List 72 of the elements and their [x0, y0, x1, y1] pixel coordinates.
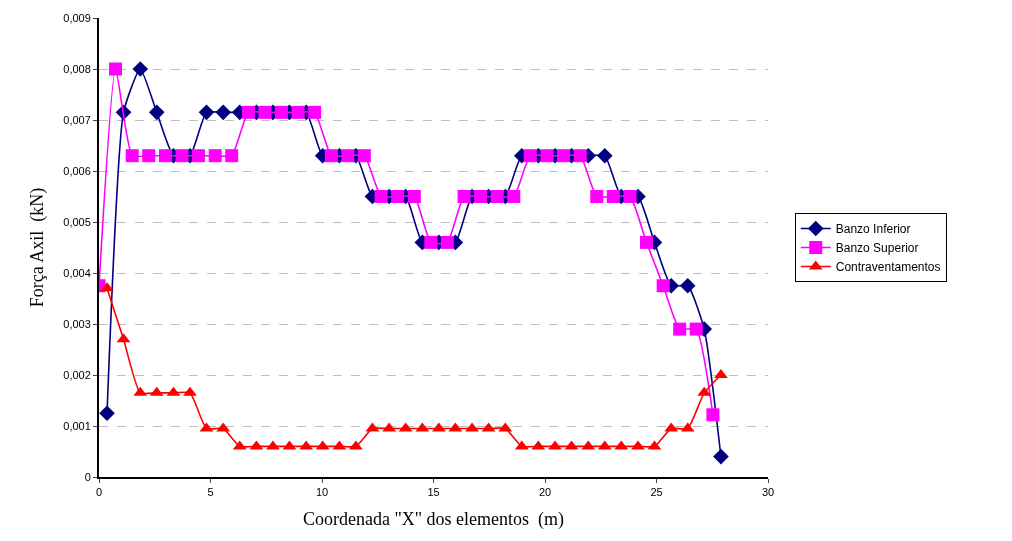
point [540, 149, 554, 163]
point [557, 149, 571, 163]
point [215, 104, 232, 121]
x-tick-label: 25 [650, 486, 663, 499]
x-tick-label: 5 [207, 486, 214, 499]
point [175, 149, 189, 163]
y-tick-label: 0 [84, 470, 91, 483]
point [631, 440, 645, 450]
y-tick-label: 0,006 [63, 164, 91, 177]
point [158, 149, 172, 163]
point [198, 104, 215, 121]
y-tick-label: 0,005 [63, 215, 91, 228]
point [308, 105, 322, 119]
point [523, 149, 537, 163]
point [266, 440, 280, 450]
point [132, 61, 149, 77]
legend-label: Contraventamentos [835, 260, 941, 275]
point [291, 105, 305, 119]
point [548, 440, 562, 450]
x-tick-label: 10 [315, 486, 329, 499]
point [148, 104, 165, 121]
point [706, 408, 720, 422]
point [490, 190, 504, 203]
y-axis-title: Força Axil (kN) [26, 187, 48, 308]
point [109, 62, 122, 76]
point [639, 235, 653, 249]
point [208, 149, 222, 163]
point [407, 190, 421, 203]
point [357, 149, 371, 163]
point [457, 190, 471, 203]
y-tick-label: 0,003 [63, 317, 91, 330]
y-tick-label: 0,009 [63, 11, 91, 24]
point [142, 149, 156, 163]
point [689, 322, 703, 336]
point [474, 190, 488, 203]
point [374, 190, 388, 203]
point [679, 277, 696, 294]
point [440, 235, 454, 249]
legend-label: Banzo Inferior [835, 222, 911, 237]
point [324, 149, 338, 163]
point [225, 149, 239, 163]
point [341, 149, 355, 163]
point [424, 235, 438, 249]
legend-label: Banzo Superior [835, 241, 919, 256]
point [596, 147, 613, 164]
x-tick-label: 0 [95, 486, 103, 499]
point [573, 149, 587, 163]
x-axis-title: Coordenada "X" dos elementos (m) [302, 508, 565, 530]
point [99, 405, 115, 422]
point [507, 190, 521, 203]
y-tick-label: 0,008 [63, 62, 91, 75]
point [606, 190, 620, 203]
point [183, 386, 197, 396]
point [590, 190, 604, 203]
x-tick-label: 15 [427, 486, 440, 499]
point [391, 190, 405, 203]
point [656, 279, 670, 293]
y-tick-label: 0,004 [63, 266, 91, 279]
x-tick-label: 30 [761, 486, 775, 499]
point [673, 322, 687, 336]
point [241, 105, 255, 119]
point [713, 448, 729, 465]
point [191, 149, 205, 163]
point [623, 190, 637, 203]
point [100, 282, 114, 292]
y-tick-label: 0,002 [63, 368, 91, 381]
point [125, 149, 139, 163]
point [274, 105, 288, 119]
point [258, 105, 272, 119]
x-tick-label: 20 [538, 486, 552, 499]
y-tick-label: 0,007 [63, 113, 91, 126]
y-tick-label: 0,001 [63, 419, 91, 432]
